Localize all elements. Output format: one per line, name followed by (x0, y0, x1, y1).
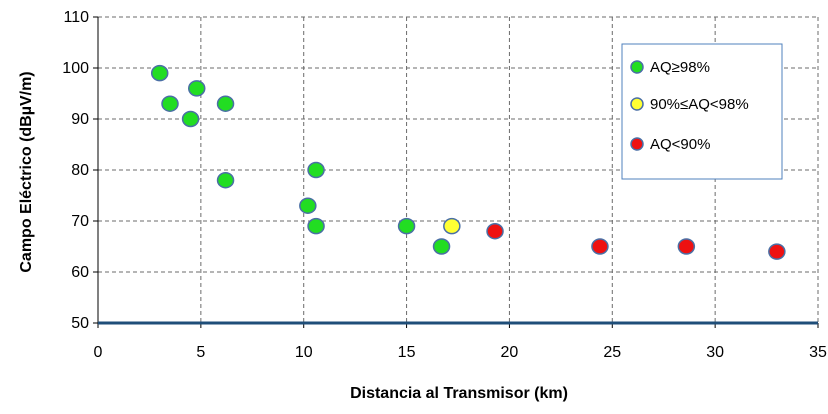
x-tick-label: 5 (196, 344, 205, 361)
x-tick-label: 0 (94, 344, 103, 361)
data-points (150, 64, 786, 260)
data-point (591, 238, 609, 255)
y-tick-label: 50 (71, 315, 89, 332)
data-point (216, 95, 235, 112)
x-tick-label: 15 (398, 344, 416, 361)
legend-label: AQ≥98% (650, 59, 710, 76)
data-point (432, 238, 451, 255)
data-point (486, 222, 504, 240)
legend-marker (630, 137, 644, 151)
y-tick-labels: 50 60 70 80 90 100 110 (62, 9, 89, 332)
x-tick-label: 25 (603, 344, 621, 361)
x-axis-label: Distancia al Transmisor (km) (350, 385, 568, 402)
axes (93, 16, 819, 328)
legend-box (621, 43, 783, 180)
data-point (187, 80, 206, 97)
x-tick-label: 20 (501, 344, 519, 361)
data-point (161, 95, 179, 112)
data-point (216, 171, 235, 189)
data-point (443, 217, 461, 235)
data-point (768, 243, 786, 260)
legend-label: 90%≤AQ<98% (650, 96, 749, 113)
data-point (397, 217, 416, 235)
x-tick-label: 35 (809, 344, 827, 361)
legend-marker (630, 97, 644, 111)
y-tick-label: 110 (63, 9, 89, 26)
x-tick-label: 30 (706, 344, 724, 361)
data-point (299, 197, 317, 214)
y-tick-label: 80 (71, 162, 89, 179)
y-tick-label: 60 (71, 264, 89, 281)
y-tick-label: 90 (71, 111, 89, 128)
data-point (150, 64, 169, 82)
y-tick-label: 100 (62, 60, 89, 77)
legend: AQ≥98% 90%≤AQ<98% AQ<90% (621, 43, 783, 180)
x-tick-label: 10 (295, 344, 313, 361)
data-point (181, 110, 200, 128)
data-point (307, 217, 325, 235)
legend-label: AQ<90% (650, 136, 710, 153)
data-point (307, 161, 325, 179)
x-tick-labels: 0 5 10 15 20 25 30 35 (94, 344, 827, 361)
legend-marker (630, 60, 644, 74)
y-axis-label: Campo Eléctrico (dBµV/m) (18, 71, 35, 272)
y-tick-label: 70 (71, 213, 89, 230)
data-point (677, 238, 696, 255)
